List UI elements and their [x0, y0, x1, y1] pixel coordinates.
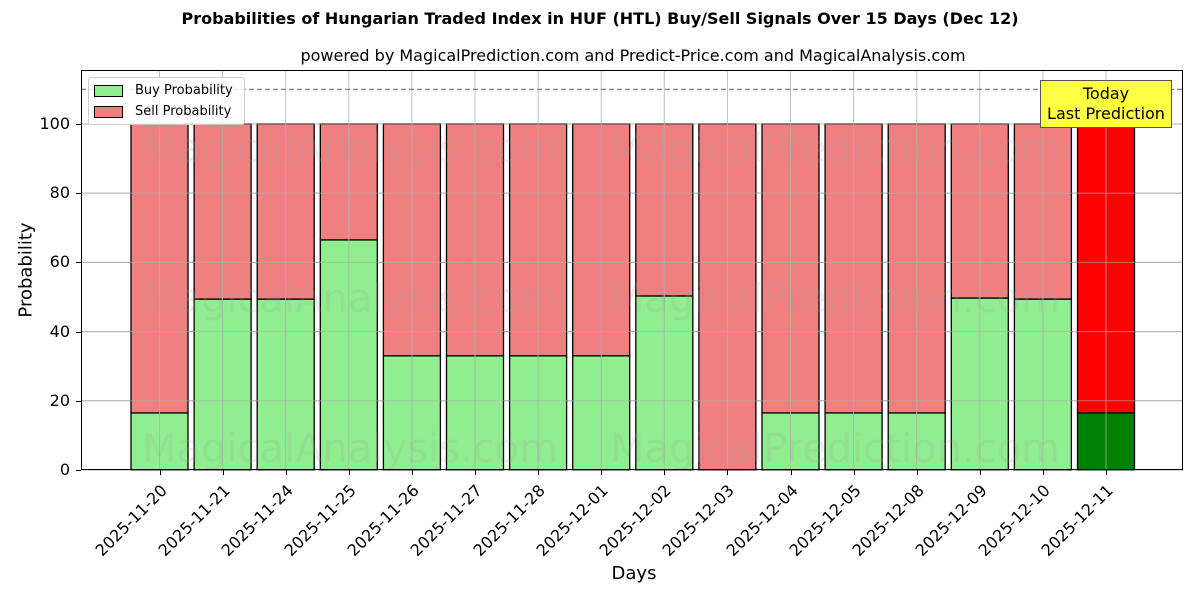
watermark: MagicalPrediction.com — [610, 126, 1060, 172]
y-tick-label: 100 — [39, 113, 70, 133]
x-tick-mark — [285, 470, 287, 475]
legend-label-sell: Sell Probability — [135, 104, 232, 119]
x-tick-mark — [222, 470, 224, 475]
y-tick-label: 80 — [49, 183, 70, 203]
watermark: MagicalPrediction.com — [610, 276, 1060, 322]
x-tick-mark — [916, 470, 918, 475]
annotation-line-2: Last Prediction — [1047, 104, 1165, 123]
y-axis-label: Probability — [15, 222, 37, 318]
y-tick-mark — [76, 470, 81, 471]
x-tick-mark — [1042, 470, 1044, 475]
chart-subtitle: powered by MagicalPrediction.com and Pre… — [300, 46, 966, 65]
legend-item-sell: Sell Probability — [94, 104, 231, 119]
x-tick-mark — [411, 470, 413, 475]
y-tick-mark — [76, 123, 81, 125]
legend-item-buy: Buy Probability — [94, 83, 233, 98]
x-tick-mark — [979, 470, 981, 475]
today-annotation: Today Last Prediction — [1040, 80, 1172, 128]
y-tick-label: 0 — [59, 460, 70, 479]
x-tick-mark — [1106, 470, 1107, 475]
y-tick-mark — [76, 400, 81, 402]
y-tick-label: 60 — [49, 252, 70, 272]
x-tick-mark — [664, 470, 666, 475]
chart-title: Probabilities of Hungarian Traded Index … — [181, 9, 1019, 28]
x-tick-mark — [790, 470, 792, 475]
annotation-line-1: Today — [1082, 84, 1130, 103]
watermark: MagicalAnalysis.com — [142, 276, 558, 322]
x-tick-mark — [475, 470, 476, 475]
y-tick-label: 40 — [49, 321, 70, 341]
watermark: MagicalAnalysis.com — [142, 426, 558, 472]
x-tick-mark — [601, 470, 603, 475]
y-tick-label: 20 — [49, 390, 70, 410]
legend: Buy Probability Sell Probability — [88, 77, 245, 125]
sell-swatch-icon — [94, 105, 123, 118]
watermark: MagicalPrediction.com — [610, 426, 1060, 472]
legend-label-buy: Buy Probability — [135, 83, 233, 98]
y-tick-mark — [76, 262, 81, 264]
y-tick-mark — [76, 331, 81, 333]
buy-swatch-icon — [94, 84, 123, 97]
x-tick-mark — [538, 470, 540, 475]
x-tick-mark — [727, 470, 729, 475]
x-axis-label: Days — [611, 563, 657, 584]
x-tick-mark — [159, 470, 161, 475]
x-tick-mark — [348, 470, 350, 475]
x-tick-mark — [853, 470, 855, 475]
y-tick-mark — [76, 193, 81, 195]
watermark: MagicalAnalysis.com — [142, 126, 558, 172]
plot-area — [81, 70, 1183, 470]
